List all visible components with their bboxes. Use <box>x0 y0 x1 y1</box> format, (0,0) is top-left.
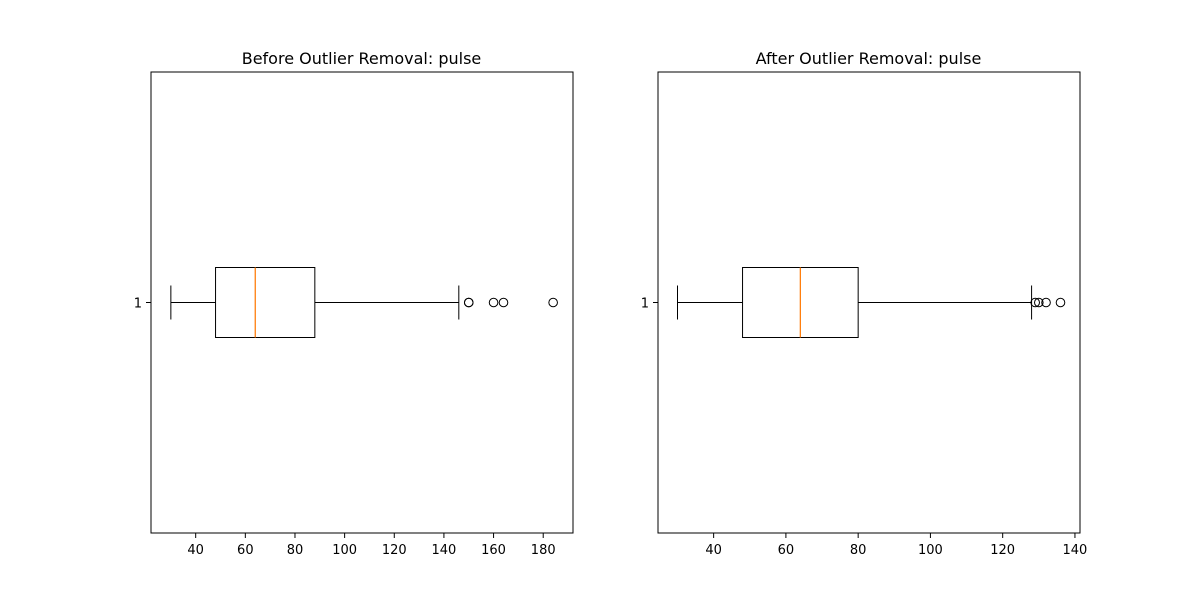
outlier-point <box>463 297 474 308</box>
outlier-point <box>548 297 558 308</box>
outlier-point <box>1034 297 1044 308</box>
x-tick-label: 80 <box>850 543 867 558</box>
x-tick-label: 100 <box>918 543 943 558</box>
x-tick-label: 160 <box>481 543 506 558</box>
plot-area-after: 40 60 80 100 120 140 1 <box>641 71 1088 558</box>
x-tick-label: 140 <box>432 543 457 558</box>
outlier-point <box>498 297 509 308</box>
x-tick-label: 80 <box>287 543 304 558</box>
x-tick-label: 120 <box>382 543 407 558</box>
x-tick-label: 100 <box>332 543 357 558</box>
outlier-point <box>1041 297 1051 308</box>
x-tick-label: 60 <box>237 543 254 558</box>
x-tick-label: 60 <box>778 543 795 558</box>
chart-before: Before Outlier Removal: pulse 40 60 80 100 1… <box>134 49 574 558</box>
plot-area-before: 40 60 80 100 120 140 160 180 1 <box>134 71 574 558</box>
chart-title: After Outlier Removal: pulse <box>756 49 982 68</box>
outlier-point <box>1055 297 1066 308</box>
chart-title: Before Outlier Removal: pulse <box>242 49 482 68</box>
iqr-box <box>215 267 316 338</box>
chart-after: After Outlier Removal: pulse 40 60 80 100 12… <box>641 49 1088 558</box>
outlier-point <box>488 297 499 308</box>
y-tick-label: 1 <box>134 297 142 312</box>
x-tick-label: 140 <box>1063 543 1088 558</box>
outlier-point <box>1030 297 1040 308</box>
x-tick-label: 120 <box>990 543 1015 558</box>
x-tick-label: 40 <box>187 543 204 558</box>
x-tick-label: 40 <box>705 543 722 558</box>
y-tick-label: 1 <box>641 297 649 312</box>
x-tick-label: 180 <box>531 543 556 558</box>
